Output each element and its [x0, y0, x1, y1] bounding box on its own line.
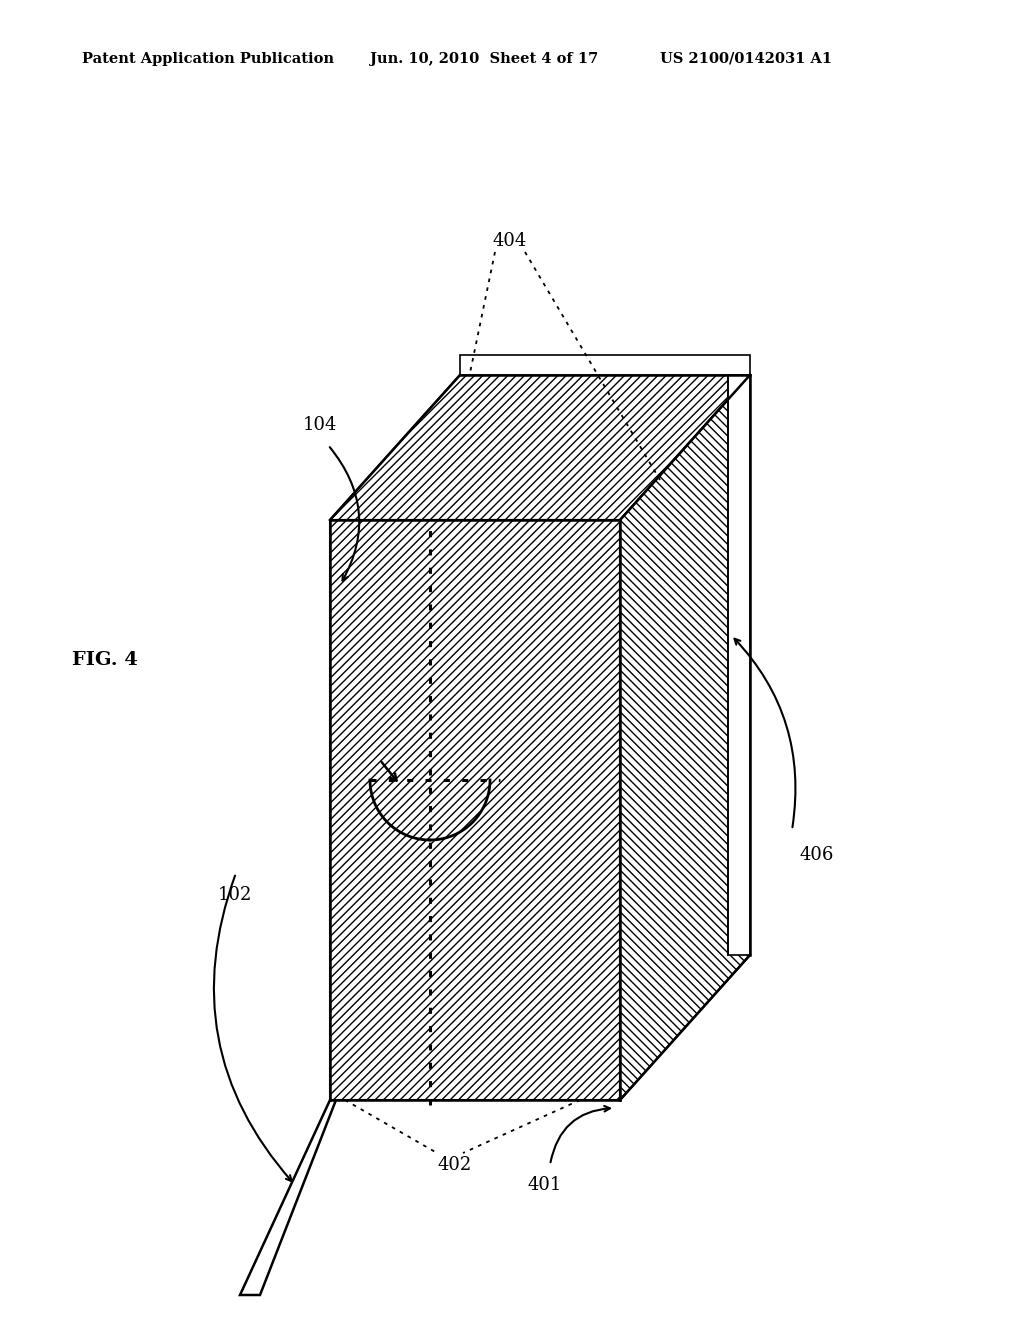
Text: US 2100/0142031 A1: US 2100/0142031 A1 [660, 51, 833, 66]
Polygon shape [620, 375, 750, 1100]
Text: 406: 406 [800, 846, 835, 865]
Polygon shape [240, 1100, 336, 1295]
Polygon shape [330, 375, 750, 520]
Polygon shape [728, 375, 750, 954]
Text: Jun. 10, 2010  Sheet 4 of 17: Jun. 10, 2010 Sheet 4 of 17 [370, 51, 598, 66]
Text: 102: 102 [218, 886, 252, 904]
Polygon shape [330, 520, 620, 1100]
Text: 404: 404 [493, 232, 527, 249]
Polygon shape [460, 355, 750, 375]
Text: FIG. 4: FIG. 4 [72, 651, 138, 669]
Text: 104: 104 [303, 416, 337, 434]
Text: 402: 402 [438, 1156, 472, 1173]
Text: 401: 401 [527, 1176, 562, 1195]
Text: Patent Application Publication: Patent Application Publication [82, 51, 334, 66]
